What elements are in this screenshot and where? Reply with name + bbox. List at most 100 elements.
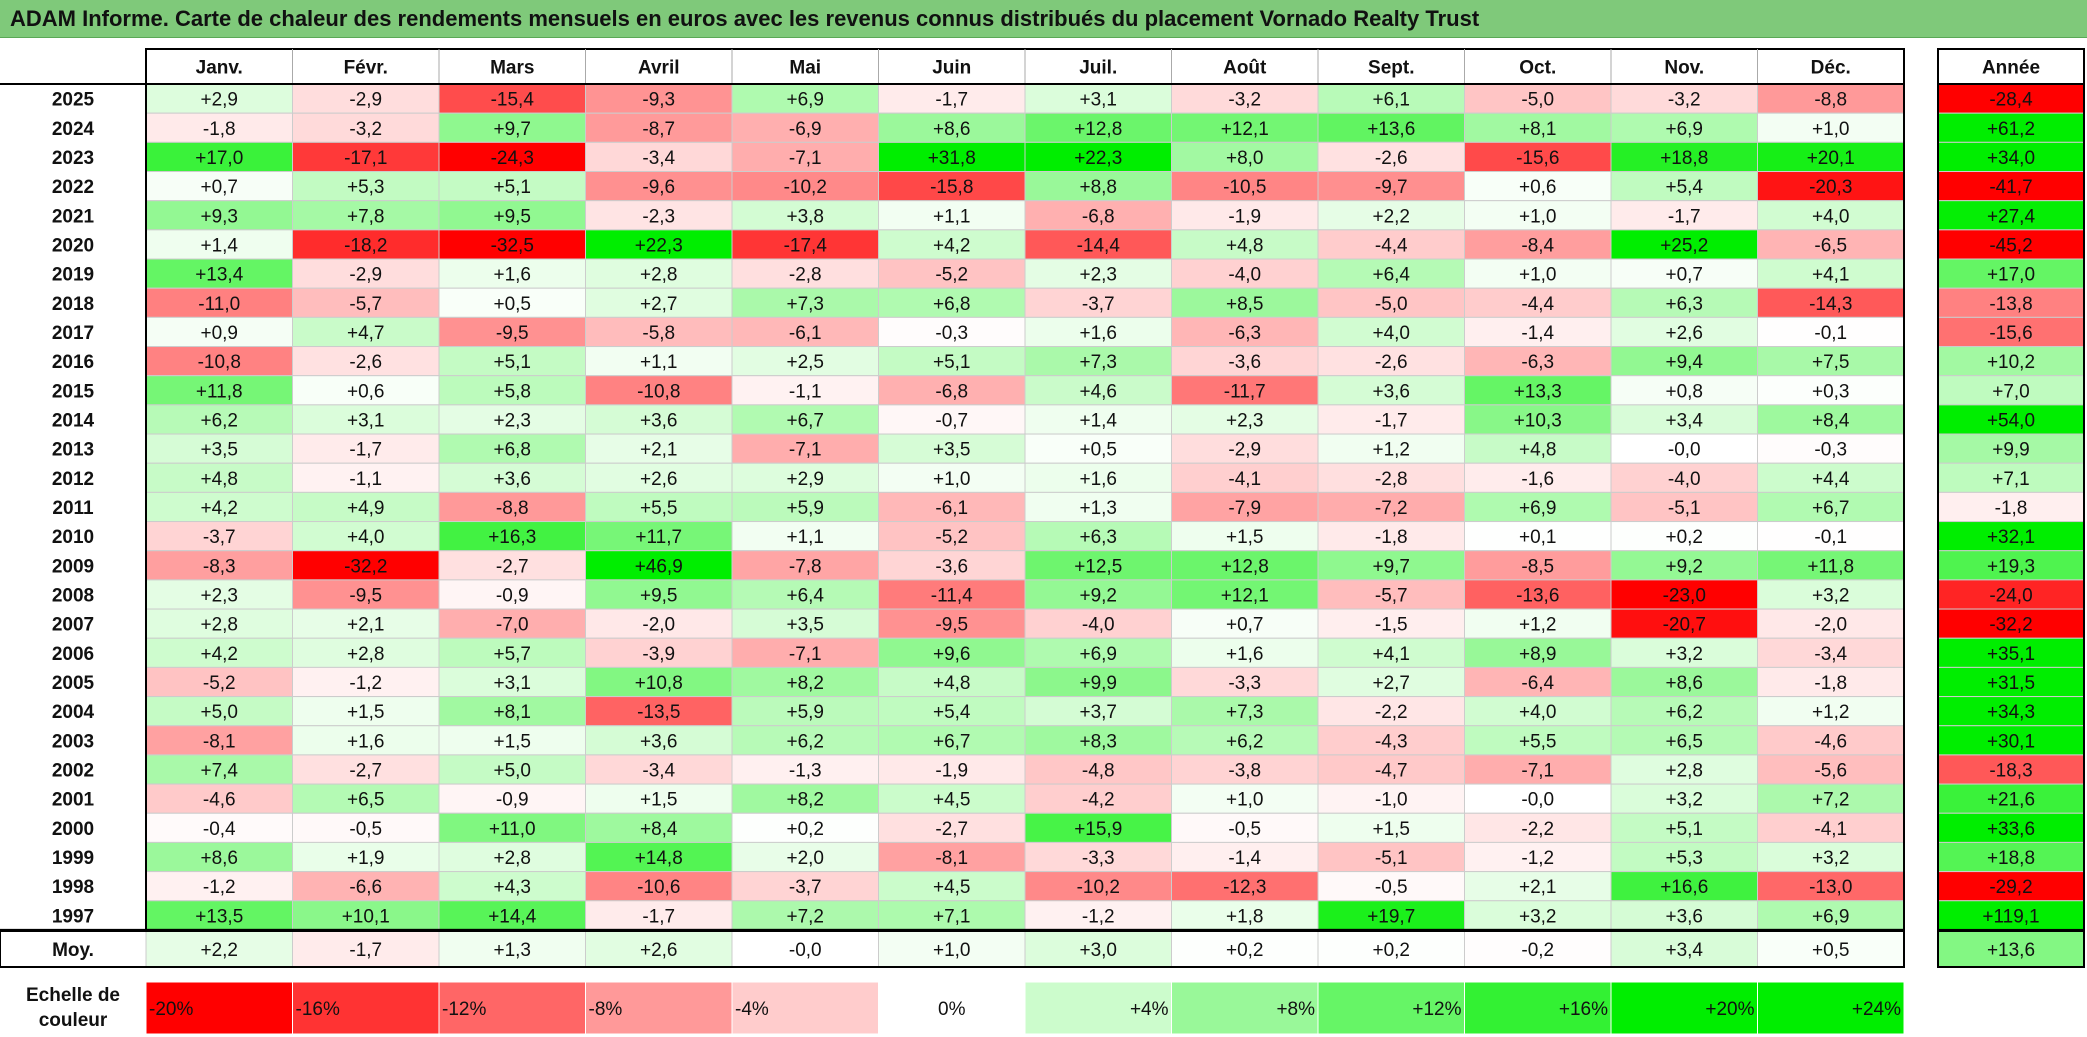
cell-value-label: -1,7 [642,906,675,927]
cell-value-label: +11,0 [489,819,536,840]
heatmap-cell [438,841,586,873]
row-year-label: 2006 [52,644,94,665]
cell-value-label: -1,1 [349,469,382,490]
row-year-label: 2015 [52,381,95,402]
cell-value-label: +8,2 [786,790,824,811]
cell-value-label: +7,3 [1226,702,1264,723]
heatmap-cell [1171,316,1319,348]
average-value-label: +0,5 [1812,940,1850,961]
cell-value-label: -7,1 [1521,760,1554,781]
row-year-label: 2003 [52,731,94,752]
heatmap-cell [585,141,733,173]
year-total-cell [1937,754,2085,785]
cell-value-label: +0,6 [347,381,385,402]
cell-value-label: +1,8 [1226,906,1264,927]
average-value-label: +0,2 [1226,940,1264,961]
cell-value-label: +5,1 [933,352,971,373]
cell-value-label: -0,5 [1228,819,1261,840]
heatmap-cell [145,404,293,435]
row-year-label: 2019 [52,265,94,286]
cell-value-label: -7,1 [789,148,822,169]
cell-value-label: +5,5 [640,498,678,519]
cell-value-label: +8,4 [1812,410,1850,431]
heatmap-cell [1464,579,1612,610]
cell-value-label: +2,8 [1665,760,1703,781]
year-column-border [1937,83,2085,931]
heatmap-cell [731,754,879,785]
cell-value-label: -1,4 [1228,848,1261,869]
cell-value-label: +3,8 [786,206,824,227]
cell-value-label: +9,6 [933,644,971,665]
heatmap-cell [1171,229,1319,260]
cell-value-label: -5,2 [203,673,236,694]
scale-label: +24% [1852,999,1901,1020]
cell-value-label: -13,6 [1516,585,1559,606]
heatmap-cell [1317,812,1465,843]
heatmap-cell [878,287,1026,318]
heatmap-cell [1171,550,1319,581]
heatmap-cell [1464,637,1612,668]
heatmap-cell [292,316,440,348]
cell-value-label: +11,8 [196,381,243,402]
heatmap-cell [438,346,586,377]
heatmap-cell [145,229,293,260]
heatmap-cell [1171,637,1319,668]
cell-value-label: -5,8 [642,323,675,344]
heatmap-cell [438,637,586,668]
cell-value-label: +7,3 [786,294,824,315]
heatmap-cell [878,666,1026,698]
cell-value-label: -3,3 [1228,673,1261,694]
heatmap-cell [1024,229,1172,260]
scale-swatch [1610,981,1758,1035]
cell-value-label: +1,0 [1812,119,1850,140]
cell-value-label: -1,5 [1375,615,1408,636]
heatmap-cell [1024,287,1172,318]
cell-value-label: -1,7 [1668,206,1701,227]
cell-value-label: -3,9 [642,644,675,665]
row-year-label: 2018 [52,294,94,315]
heatmap-cell [292,550,440,581]
cell-value-label: -2,2 [1521,819,1554,840]
cell-value-label: +6,2 [1665,702,1703,723]
cell-value-label: -10,8 [198,352,241,373]
cell-value-label: +3,6 [640,410,678,431]
cell-value-label: +6,5 [347,790,385,811]
heatmap-cell [1610,141,1758,173]
cell-value-label: -11,7 [1224,381,1266,402]
cell-value-label: -5,7 [349,294,382,315]
cell-value-label: -6,6 [349,877,382,898]
scale-label: +20% [1705,999,1754,1020]
heatmap-cell [1024,608,1172,639]
column-header: Juin [932,58,971,79]
cell-value-label: -20,7 [1663,615,1706,636]
cell-value-label: -4,0 [1082,615,1115,636]
cell-value-label: +3,5 [786,615,824,636]
heatmap-cell [1464,287,1612,318]
cell-value-label: -10,6 [637,877,680,898]
cell-value-label: -6,8 [935,381,968,402]
heatmap-cell [731,696,879,727]
row-year-label: 2012 [52,469,94,490]
cell-value-label: +9,4 [1665,352,1703,373]
heatmap-cell [145,200,293,231]
cell-value-label: -2,9 [349,90,382,111]
year-total-label: -41,7 [1989,177,2032,198]
cell-value-label: -6,1 [789,323,822,344]
heatmap-cell [1317,491,1465,523]
scale-swatch [878,981,1026,1035]
heatmap-cell [1610,258,1758,289]
heatmap-cell [1610,608,1758,639]
heatmap-cell [1464,900,1612,931]
cell-value-label: +4,0 [1812,206,1850,227]
cell-value-label: -13,0 [1809,877,1852,898]
cell-value-label: +0,2 [1665,527,1703,548]
heatmap-cell [438,812,586,843]
heatmap-cell [292,229,440,260]
heatmap-cell [1610,375,1758,406]
cell-value-label: +5,3 [347,177,385,198]
cell-value-label: +3,1 [347,410,385,431]
heatmap-cell [1610,521,1758,552]
heatmap-cell [585,346,733,377]
column-header: Août [1223,58,1267,79]
cell-value-label: +6,9 [1079,644,1117,665]
